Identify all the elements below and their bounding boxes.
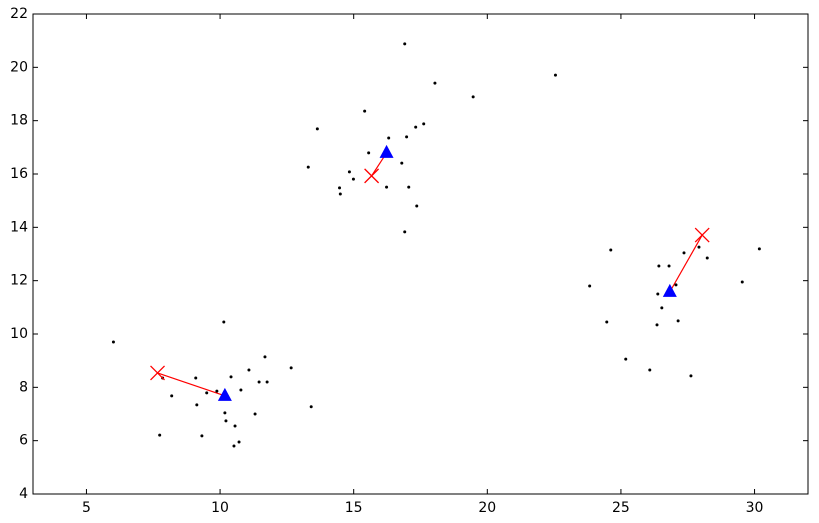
plot-area <box>33 14 808 494</box>
data-point <box>648 368 652 372</box>
y-tick-label: 14 <box>10 219 28 235</box>
data-point <box>682 251 686 255</box>
data-point <box>689 374 693 378</box>
data-point <box>740 280 744 284</box>
y-tick-label: 22 <box>10 6 28 22</box>
data-point <box>403 230 407 234</box>
data-point <box>200 434 204 438</box>
final-centroid <box>217 387 232 401</box>
data-point <box>224 419 228 423</box>
data-point <box>609 248 613 252</box>
plot-frame <box>32 13 809 495</box>
centroid-path <box>157 372 226 397</box>
data-point <box>624 357 628 361</box>
data-point <box>385 185 389 189</box>
data-point <box>232 444 236 448</box>
data-point <box>351 177 355 181</box>
data-point <box>655 323 659 327</box>
data-point <box>195 403 199 407</box>
x-tick-label: 10 <box>211 500 229 516</box>
data-point <box>338 192 342 196</box>
x-tick-label: 20 <box>478 500 496 516</box>
data-point <box>697 245 701 249</box>
x-tick-label: 25 <box>612 500 630 516</box>
data-point <box>253 412 257 416</box>
data-point <box>588 284 592 288</box>
data-point <box>306 165 310 169</box>
y-tick-label: 10 <box>10 326 28 342</box>
data-point <box>289 366 293 370</box>
data-point <box>407 185 411 189</box>
data-point <box>405 135 409 139</box>
data-point <box>553 73 557 77</box>
data-point <box>205 391 209 395</box>
y-tick-label: 20 <box>10 59 28 75</box>
data-point <box>471 95 475 99</box>
data-point <box>309 405 313 409</box>
data-point <box>265 380 269 384</box>
final-centroid <box>379 144 394 158</box>
data-point <box>415 204 419 208</box>
data-point <box>215 389 219 393</box>
data-point <box>705 256 709 260</box>
data-point <box>170 394 174 398</box>
y-tick-label: 18 <box>10 113 28 129</box>
data-point <box>363 109 367 113</box>
data-point <box>229 375 233 379</box>
centroid-path <box>669 234 703 293</box>
data-point <box>605 320 609 324</box>
data-point <box>338 186 342 190</box>
data-point <box>400 161 404 165</box>
data-point <box>111 340 115 344</box>
data-point <box>657 264 661 268</box>
data-point <box>674 283 678 287</box>
data-point <box>237 440 241 444</box>
y-tick-label: 12 <box>10 273 28 289</box>
data-point <box>403 42 407 46</box>
data-point <box>263 355 267 359</box>
data-point <box>223 411 227 415</box>
initial-centroid <box>150 365 165 381</box>
x-tick-label: 30 <box>746 500 764 516</box>
y-tick-label: 8 <box>19 379 28 395</box>
data-point <box>757 247 761 251</box>
x-tick-label: 5 <box>82 500 91 516</box>
data-point <box>347 170 351 174</box>
data-point <box>247 368 251 372</box>
data-point <box>257 380 261 384</box>
data-point <box>656 292 660 296</box>
initial-centroid <box>694 227 710 243</box>
data-point <box>194 376 198 380</box>
data-point <box>158 433 162 437</box>
data-point <box>660 306 664 310</box>
data-point <box>433 81 437 85</box>
y-tick-label: 6 <box>19 433 28 449</box>
data-point <box>315 127 319 131</box>
y-tick-label: 16 <box>10 166 28 182</box>
data-point <box>676 319 680 323</box>
y-tick-label: 4 <box>19 486 28 502</box>
data-point <box>414 125 418 129</box>
data-point <box>422 122 426 126</box>
data-point <box>233 424 237 428</box>
initial-centroid <box>364 168 380 184</box>
data-point <box>367 151 371 155</box>
x-tick-label: 15 <box>345 500 363 516</box>
final-centroid <box>662 283 677 297</box>
data-point <box>222 320 226 324</box>
data-point <box>239 388 243 392</box>
data-point <box>667 264 671 268</box>
data-point <box>387 136 391 140</box>
